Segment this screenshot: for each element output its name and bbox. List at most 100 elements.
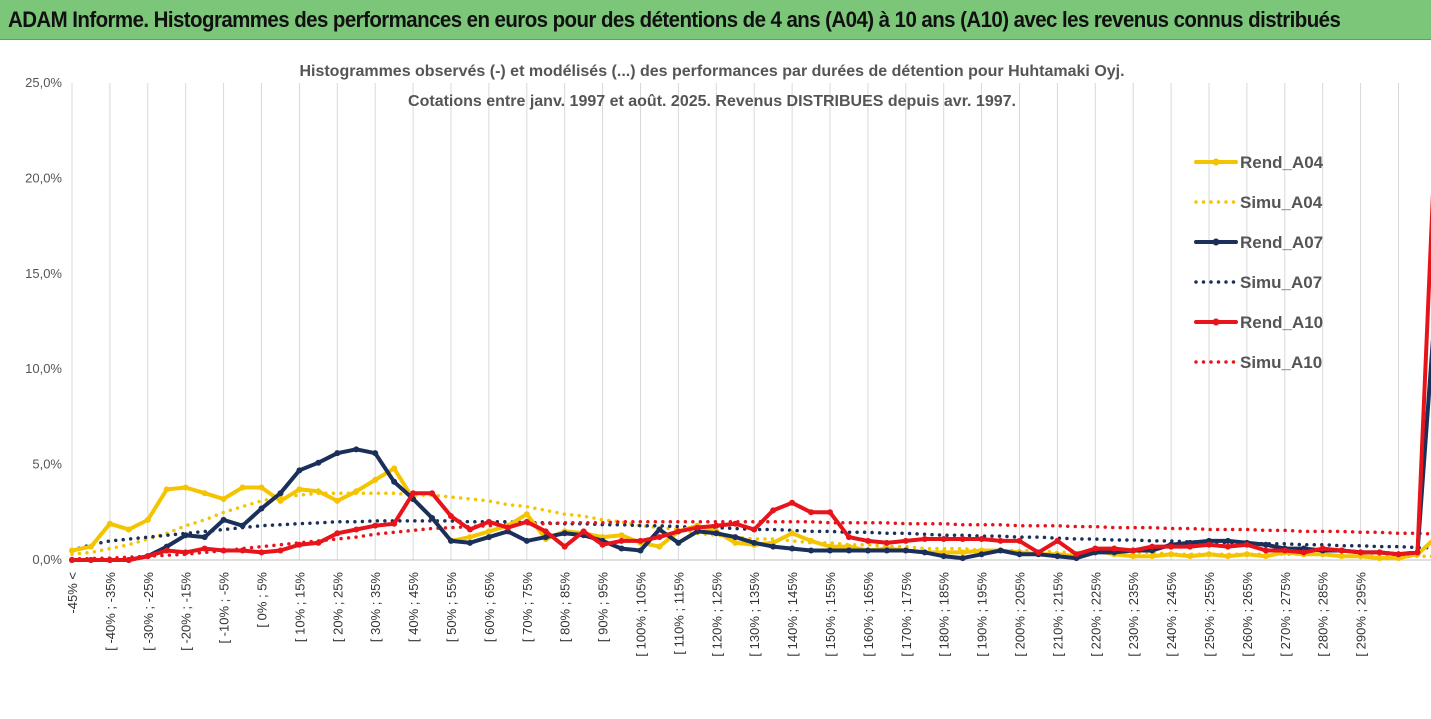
data-point — [808, 537, 815, 544]
data-point — [258, 505, 265, 512]
data-point — [656, 534, 663, 541]
data-point — [106, 557, 113, 563]
x-tick-label: [ 0% ; 5% — [255, 572, 270, 628]
x-tick-label: [ 120% ; 125% — [709, 572, 724, 657]
data-point — [391, 465, 398, 472]
data-point — [372, 450, 379, 457]
legend-label: Simu_A07 — [1240, 273, 1322, 292]
data-point — [637, 537, 644, 544]
data-point — [997, 537, 1004, 544]
data-point — [732, 520, 739, 527]
data-point — [1016, 551, 1023, 558]
chart-subtitle-line-2: Cotations entre janv. 1997 et août. 2025… — [408, 93, 1016, 110]
legend-marker — [1212, 238, 1220, 246]
data-point — [1149, 553, 1156, 560]
x-tick-label: [ 170% ; 175% — [899, 572, 914, 657]
x-tick-label: [ 140% ; 145% — [785, 572, 800, 657]
data-point — [656, 526, 663, 533]
data-point — [940, 553, 947, 560]
data-point — [391, 520, 398, 527]
x-tick-label: [ -40% ; -35% — [103, 572, 118, 651]
data-point — [978, 551, 985, 558]
data-point — [504, 524, 511, 531]
data-point — [1016, 537, 1023, 544]
data-point — [87, 543, 94, 550]
data-point — [429, 515, 436, 522]
x-tick-label: [ 150% ; 155% — [823, 572, 838, 657]
data-point — [599, 541, 606, 548]
data-point — [1149, 543, 1156, 550]
data-point — [182, 484, 189, 491]
data-point — [410, 490, 417, 497]
data-point — [789, 530, 796, 537]
data-point — [69, 547, 75, 554]
chart-subtitle-line-1: Histogrammes observés (-) et modélisés (… — [299, 63, 1124, 80]
data-point — [296, 541, 303, 548]
data-point — [902, 547, 909, 554]
data-point — [580, 528, 587, 535]
data-point — [732, 539, 739, 546]
data-point — [883, 547, 890, 554]
data-point — [106, 520, 113, 527]
data-point — [353, 488, 360, 495]
x-tick-label: [ 250% ; 255% — [1202, 572, 1217, 657]
data-point — [713, 530, 720, 537]
data-point — [959, 549, 966, 556]
data-point — [959, 536, 966, 543]
data-point — [485, 534, 492, 541]
data-point — [1281, 547, 1288, 554]
chart-background — [0, 40, 1431, 719]
legend-label: Rend_A07 — [1240, 233, 1323, 252]
data-point — [201, 534, 208, 541]
data-point — [921, 549, 928, 556]
data-point — [845, 534, 852, 541]
data-point — [277, 490, 284, 497]
data-point — [220, 516, 227, 523]
series-line-simu-a10 — [70, 520, 1431, 561]
data-point — [1130, 547, 1137, 554]
x-tick-label: [ 80% ; 85% — [558, 572, 573, 643]
data-point — [448, 513, 454, 520]
data-point — [845, 547, 852, 554]
x-tick-label: [ 260% ; 265% — [1240, 572, 1255, 657]
x-tick-label: [ -20% ; -15% — [179, 572, 194, 651]
y-tick-label: 5,0% — [32, 457, 62, 472]
data-point — [1206, 551, 1212, 558]
data-point — [220, 495, 227, 502]
data-point — [391, 478, 398, 485]
data-point — [485, 528, 492, 535]
title-bar: ADAM Informe. Histogrammes des performan… — [0, 0, 1431, 40]
y-tick-label: 25,0% — [25, 75, 62, 90]
data-point — [239, 484, 246, 491]
legend-label: Rend_A10 — [1240, 313, 1323, 332]
x-tick-label: [ 230% ; 235% — [1126, 572, 1141, 657]
histogram-chart: Histogrammes observés (-) et modélisés (… — [0, 40, 1431, 719]
data-point — [1262, 553, 1269, 560]
data-point — [163, 486, 170, 493]
data-point — [372, 476, 379, 483]
data-point — [827, 509, 833, 516]
data-point — [751, 539, 758, 546]
x-tick-label: [ 210% ; 215% — [1050, 572, 1065, 657]
x-tick-label: [ 90% ; 95% — [596, 572, 611, 643]
data-point — [789, 545, 796, 552]
data-point — [770, 543, 777, 550]
data-point — [258, 549, 265, 556]
x-tick-label: [ 60% ; 65% — [482, 572, 497, 643]
x-tick-label: [ 240% ; 245% — [1164, 572, 1179, 657]
data-point — [523, 511, 530, 518]
data-point — [732, 534, 739, 541]
data-point — [144, 516, 151, 523]
data-point — [1376, 555, 1383, 562]
data-point — [239, 547, 246, 554]
data-point — [334, 530, 341, 537]
data-point — [1357, 549, 1364, 556]
x-tick-labels: -45% < [ -40% ; -35% [ -30% ; -25% [ -20% ;… — [65, 572, 1369, 657]
data-point — [201, 490, 208, 497]
data-point — [334, 497, 341, 504]
x-tick-label: [ 280% ; 285% — [1316, 572, 1331, 657]
data-point — [618, 545, 625, 552]
data-point — [258, 484, 265, 491]
data-point — [1187, 543, 1194, 550]
data-point — [466, 534, 473, 541]
